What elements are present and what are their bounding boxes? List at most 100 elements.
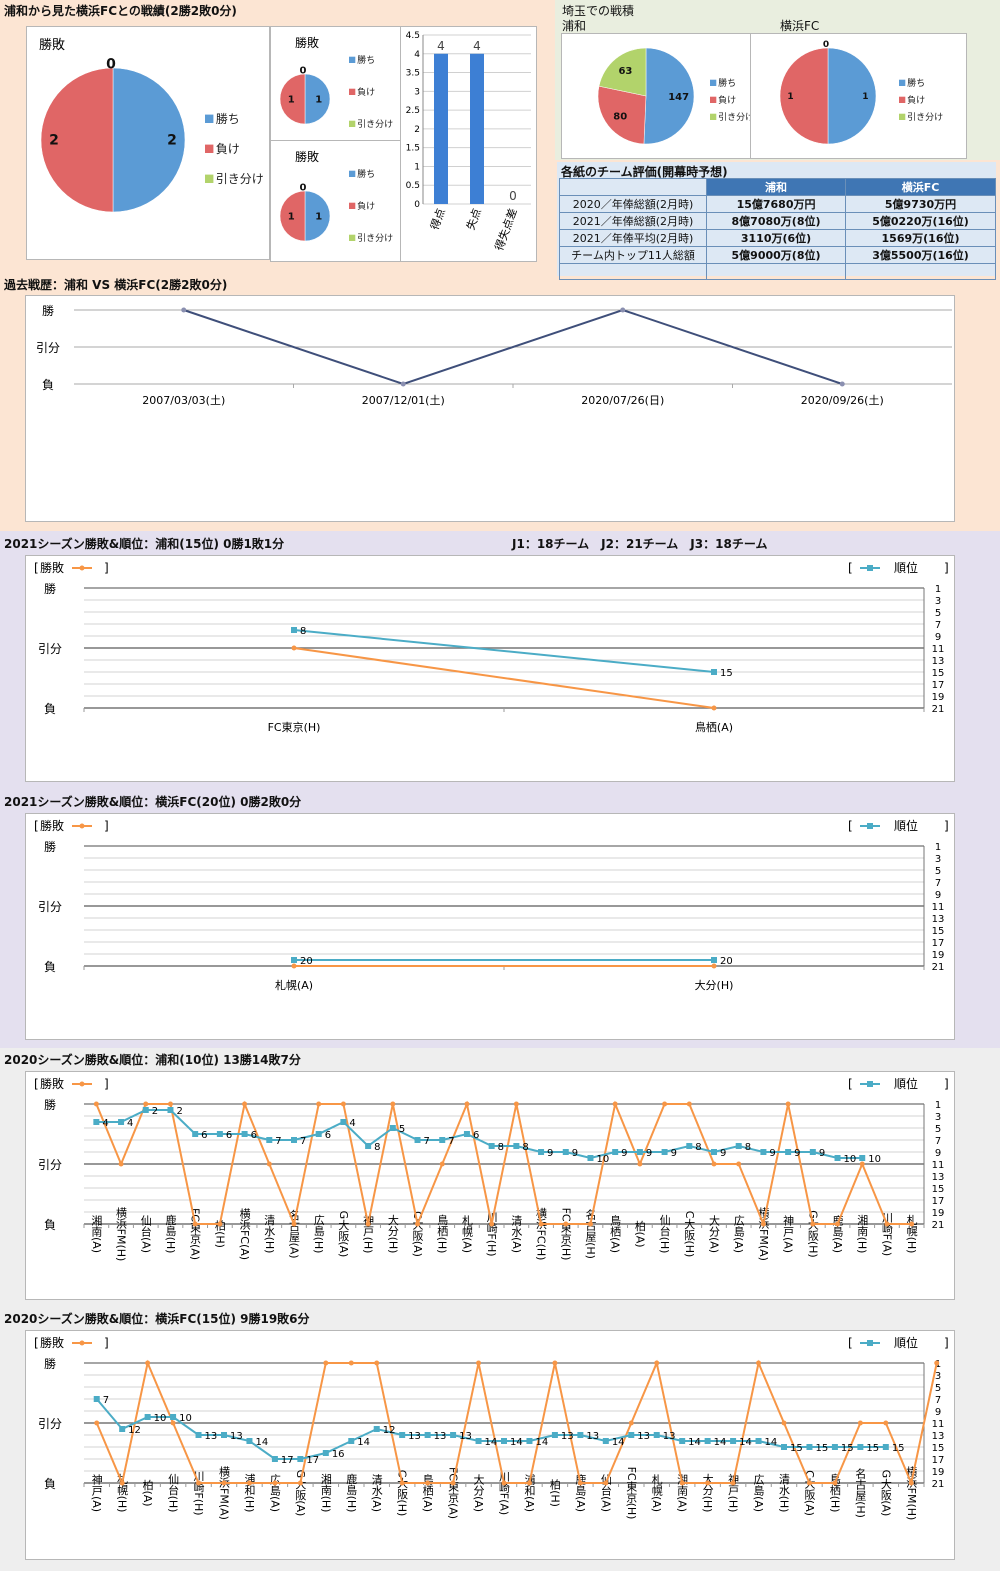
rank-tick-label: 11: [932, 644, 945, 655]
rank-tick-label: 13: [932, 914, 945, 925]
result-point: [832, 1480, 838, 1486]
x-tick-label: 札幌(A): [460, 1215, 473, 1253]
x-tick-label: 横浜FM(H): [115, 1205, 128, 1261]
result-point: [857, 1420, 863, 1426]
season-2020-yokohama-panel: 勝引分負13579111315171921[勝敗][順位]神戸(A)札幌(H)柏…: [25, 1330, 955, 1560]
result-point: [654, 1360, 660, 1366]
table-cell: 2021／年俸総額(2月時): [559, 212, 707, 230]
legend-label-draw: 引き分け: [907, 112, 943, 123]
result-point: [612, 1101, 618, 1107]
table-cell: [705, 263, 847, 280]
season-2021-yokohama-title: 2021シーズン勝敗&順位：横浜FC(20位) 0勝2敗0分: [4, 795, 302, 809]
x-tick-label: 失点: [464, 207, 484, 232]
result-point: [291, 1221, 297, 1227]
result-point: [348, 1360, 354, 1366]
data-label: 2: [49, 133, 59, 149]
x-tick-label: 得失点差: [492, 206, 520, 252]
x-tick-label: 2007/03/03(土): [142, 394, 225, 407]
result-point: [526, 1480, 532, 1486]
result-point: [760, 1221, 766, 1227]
data-label: 1: [288, 94, 295, 105]
rank-point: [562, 1149, 569, 1155]
h2h-pie-small-1-panel: 勝敗 1 1 0 勝ち 負け 引き分け: [270, 26, 401, 141]
result-point: [628, 1420, 634, 1426]
legend-marker-rank: [867, 565, 873, 571]
pie-slice-lose: [40, 67, 114, 213]
data-label: 9: [769, 1148, 775, 1159]
x-tick-label: 清水(A): [370, 1474, 383, 1512]
legend-label-lose: 負け: [357, 200, 375, 212]
x-tick-label: 鳥栖(A): [609, 1214, 622, 1253]
data-label: 12: [128, 1425, 141, 1436]
y-label-draw: 引分: [38, 642, 62, 656]
data-label: 10: [868, 1154, 881, 1165]
legend-marker-result: [79, 823, 85, 829]
y-label-win: 勝: [44, 581, 56, 596]
rank-tick-label: 9: [935, 1407, 941, 1418]
rank-point: [195, 1432, 202, 1438]
pie-title: 勝敗: [295, 149, 319, 164]
rank-point: [760, 1149, 767, 1155]
data-label: 7: [448, 1136, 454, 1147]
data-label: 20: [720, 956, 733, 967]
saitama-pie-urawa-panel: 147 80 63 勝ち 負け 引き分け: [561, 33, 754, 159]
legend-label-lose: 負け: [216, 142, 240, 156]
rank-point: [587, 1155, 594, 1161]
y-tick-label: 1.5: [406, 144, 420, 154]
pie-slice-win: [643, 47, 695, 145]
legend-bracket: ]: [104, 819, 109, 833]
legend-marker-rank: [867, 823, 873, 829]
data-label: 1: [315, 211, 322, 222]
season-2020-yokohama-chart: 勝引分負13579111315171921[勝敗][順位]神戸(A)札幌(H)柏…: [34, 1335, 949, 1520]
x-tick-label: 2020/09/26(土): [801, 394, 884, 407]
legend-bracket: [: [34, 819, 39, 833]
result-point: [143, 1101, 149, 1107]
x-tick-label: 名古屋(H): [854, 1467, 867, 1518]
table-cell: 5億9730万円: [845, 195, 996, 213]
x-tick-label: 川崎F(H): [485, 1211, 498, 1256]
legend-bracket: [: [848, 561, 853, 575]
x-tick-label: C大阪(A): [411, 1211, 424, 1257]
rank-line: [95, 1398, 886, 1460]
result-point: [464, 1101, 470, 1107]
rank-point: [93, 1396, 100, 1402]
x-tick-label: 横浜FM(A): [218, 1465, 231, 1520]
rank-point: [538, 1149, 545, 1155]
y-tick-label: 0.5: [406, 181, 420, 191]
rank-tick-label: 19: [932, 1208, 945, 1219]
x-tick-label: 広島(A): [268, 1474, 281, 1512]
rank-tick-label: 21: [932, 1479, 945, 1490]
rank-tick-label: 3: [935, 1112, 941, 1123]
data-label: 0: [509, 189, 517, 203]
result-point: [603, 1480, 609, 1486]
x-tick-label: FC東京(H): [559, 1208, 572, 1261]
x-tick-label: G大阪(H): [806, 1210, 819, 1257]
data-label: 15: [892, 1443, 905, 1454]
data-label: 0: [823, 40, 829, 50]
x-tick-label: 鳥栖(A): [695, 720, 733, 734]
result-point: [839, 381, 845, 387]
x-tick-label: 柏(H): [213, 1219, 226, 1248]
rank-tick-label: 19: [932, 950, 945, 961]
rank-point: [118, 1119, 125, 1125]
x-tick-label: G大阪(A): [879, 1470, 892, 1517]
saitama-team-yokohama: 横浜FC: [780, 19, 820, 33]
rank-point: [711, 957, 717, 963]
rank-tick-label: 7: [935, 878, 941, 889]
rank-point: [653, 1432, 660, 1438]
rank-point: [315, 1131, 322, 1137]
legend-swatch-draw: [349, 120, 356, 127]
table-cell: [559, 263, 707, 280]
x-tick-label: 広島(A): [732, 1215, 745, 1253]
result-point: [323, 1360, 329, 1366]
x-tick-label: 2007/12/01(土): [362, 394, 445, 407]
y-tick-label: 1: [414, 162, 420, 172]
rank-point: [831, 1444, 838, 1450]
x-tick-label: 横浜FC(A): [238, 1207, 251, 1260]
y-tick-label: 4.5: [406, 31, 420, 41]
data-label: 10: [179, 1413, 192, 1424]
y-tick-label: 4: [414, 50, 420, 60]
y-label-draw: 引分: [38, 900, 62, 914]
h2h-title: 浦和から見た横浜FCとの戦績(2勝2敗0分): [4, 4, 237, 18]
pie-slice-lose: [597, 85, 647, 145]
